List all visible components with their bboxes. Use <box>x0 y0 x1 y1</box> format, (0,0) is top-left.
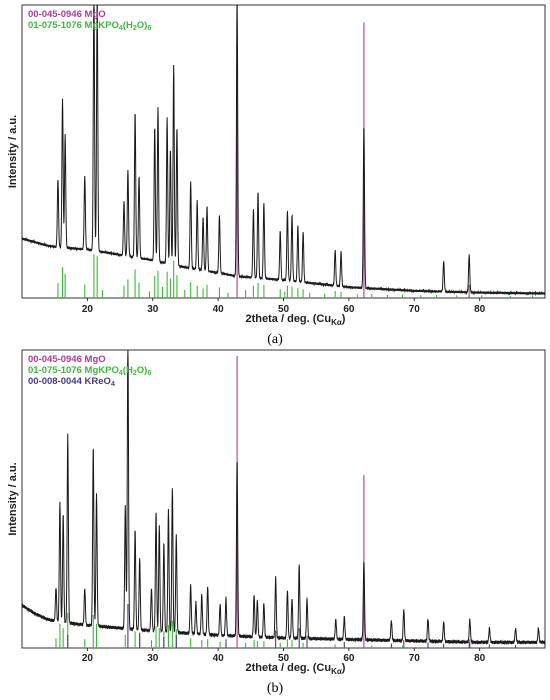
x-axis-label: 2theta / deg. (CuKα) <box>246 662 346 676</box>
x-tick-label: 20 <box>82 304 94 315</box>
legend-entry: 01-075-1076 MgKPO4 (H2 O)6 <box>28 365 151 377</box>
diffractogram-line <box>21 349 546 646</box>
x-tick-label: 70 <box>409 304 421 315</box>
x-tick-label: 40 <box>213 653 225 664</box>
legend-entry: 00-045-0946 MgO <box>28 9 106 20</box>
y-axis-label: Intensity / a.u. <box>7 462 19 535</box>
diffractogram-line <box>21 4 546 297</box>
legend-entry: 01-075-1076 MgKPO4 (H2 O)6 <box>28 20 151 32</box>
panel-caption: (a) <box>267 332 283 347</box>
panel-b: 20 30 40 50 60 70 80 2theta / deg. (CuKα) Intens… <box>7 349 546 696</box>
reference-lines <box>57 22 534 298</box>
x-axis-label: 2theta / deg. (CuKα) <box>246 313 346 327</box>
x-tick-label: 70 <box>409 653 421 664</box>
x-tick-label: 60 <box>343 304 355 315</box>
plot-frame <box>21 349 546 649</box>
x-tick-label: 30 <box>147 304 159 315</box>
panel-a: 20 30 40 50 60 70 80 2theta / deg. (CuKα) Intens… <box>7 4 546 347</box>
plot-frame <box>21 4 546 299</box>
legend-entry: 00-045-0946 MgO <box>28 354 106 365</box>
x-tick-label: 60 <box>343 653 355 664</box>
x-tick-label: 50 <box>278 653 290 664</box>
x-axis: 20 30 40 50 60 70 80 <box>82 648 486 664</box>
panel-caption: (b) <box>267 681 284 696</box>
x-tick-label: 50 <box>278 304 290 315</box>
x-tick-label: 40 <box>213 304 225 315</box>
x-tick-label: 80 <box>474 653 486 664</box>
y-axis-label: Intensity / a.u. <box>7 115 19 188</box>
x-axis: 20 30 40 50 60 70 80 <box>82 298 486 315</box>
x-tick-label: 20 <box>82 653 94 664</box>
x-tick-label: 30 <box>147 653 159 664</box>
legend-entry: 00-008-0044 KReO4 <box>28 376 115 388</box>
reference-lines <box>55 355 517 648</box>
x-tick-label: 80 <box>474 304 486 315</box>
